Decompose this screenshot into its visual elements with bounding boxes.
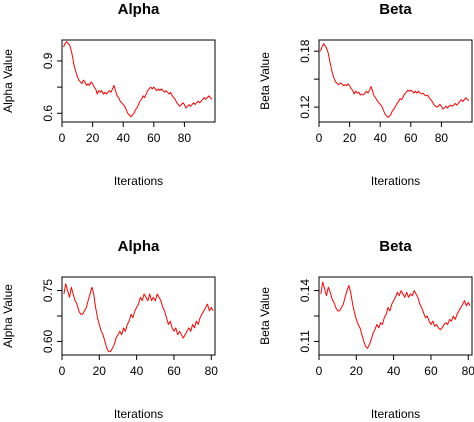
y-axis-label: Alpha Value — [1, 284, 15, 348]
x-tick-label: 40 — [387, 364, 401, 378]
series-line — [320, 281, 471, 349]
x-tick-label: 20 — [93, 364, 107, 378]
x-tick-label: 80 — [462, 364, 474, 378]
plot-frame — [61, 39, 216, 123]
x-axis-label: Iterations — [371, 174, 420, 188]
y-tick-label: 0.14 — [298, 279, 312, 303]
x-tick-label: 60 — [147, 131, 161, 145]
x-tick-label: 60 — [424, 364, 438, 378]
y-axis-label: Alpha Value — [1, 49, 15, 113]
y-tick-label: 0.60 — [41, 329, 55, 353]
x-tick-label: 40 — [130, 364, 144, 378]
x-tick-label: 0 — [316, 131, 323, 145]
chart-panel: Beta 0 20 40 60 80 0.11 0.14 Iterations Beta Valu… — [258, 238, 474, 421]
x-tick-label: 80 — [178, 131, 192, 145]
y-axis-label: Beta Value — [258, 287, 272, 345]
y-tick-label: 0.12 — [298, 95, 312, 119]
x-tick-label: 0 — [59, 364, 66, 378]
x-tick-label: 40 — [117, 131, 131, 145]
x-tick-label: 80 — [435, 131, 449, 145]
plot-frame — [61, 276, 216, 356]
series-line — [63, 41, 213, 118]
chart-title: Alpha — [118, 238, 160, 255]
y-tick-label: 0.75 — [41, 279, 55, 303]
x-tick-label: 20 — [86, 131, 100, 145]
y-tick-label: 0.18 — [298, 39, 312, 63]
plot-frame — [318, 276, 473, 356]
y-tick-label: 0.11 — [298, 330, 312, 353]
x-tick-label: 40 — [374, 131, 388, 145]
chart-title: Beta — [379, 1, 412, 18]
series-line — [320, 43, 470, 118]
x-tick-label: 20 — [350, 364, 364, 378]
y-tick-label: 0.9 — [41, 52, 55, 69]
chart-title: Beta — [379, 238, 412, 255]
x-tick-label: 80 — [205, 364, 219, 378]
x-tick-label: 0 — [316, 364, 323, 378]
x-axis-label: Iterations — [114, 407, 163, 421]
y-axis-label: Beta Value — [258, 52, 272, 110]
x-tick-label: 60 — [167, 364, 181, 378]
chart-panel: Alpha 0 20 40 60 80 0.60 0.75 Iterations Alpha Va… — [1, 238, 218, 421]
plot-frame — [318, 39, 473, 123]
x-tick-label: 0 — [59, 131, 66, 145]
y-tick-label: 0.6 — [41, 105, 55, 122]
x-tick-label: 20 — [343, 131, 357, 145]
x-tick-label: 60 — [404, 131, 418, 145]
series-line — [63, 283, 214, 353]
x-axis-label: Iterations — [114, 174, 163, 188]
x-axis-label: Iterations — [371, 407, 420, 421]
chart-panel: Alpha 0 20 40 60 80 0.6 0.9 Iterations Alpha Valu… — [1, 1, 216, 188]
chart-panel: Beta 0 20 40 60 80 0.12 0.18 Iterations Beta Valu… — [258, 1, 473, 188]
chart-title: Alpha — [118, 1, 160, 18]
